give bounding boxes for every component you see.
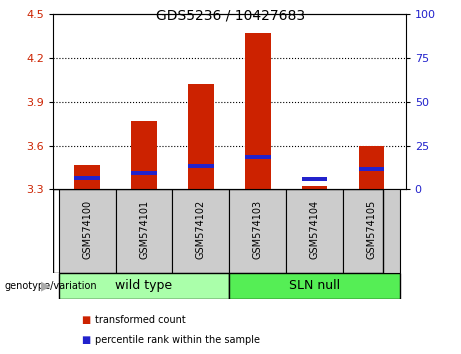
Bar — [230, 273, 400, 299]
Text: GSM574103: GSM574103 — [253, 200, 263, 259]
Bar — [172, 189, 230, 273]
Text: SLN null: SLN null — [289, 279, 340, 292]
Bar — [343, 189, 400, 273]
Text: ▶: ▶ — [41, 279, 51, 292]
Text: ■: ■ — [81, 335, 90, 345]
Bar — [59, 273, 230, 299]
Text: genotype/variation: genotype/variation — [5, 281, 97, 291]
Text: ■: ■ — [81, 315, 90, 325]
Bar — [230, 189, 286, 273]
Text: GSM574104: GSM574104 — [310, 200, 319, 259]
Text: percentile rank within the sample: percentile rank within the sample — [95, 335, 260, 345]
Text: transformed count: transformed count — [95, 315, 185, 325]
Bar — [302, 177, 327, 181]
Bar — [359, 145, 384, 189]
Bar — [188, 164, 214, 168]
Bar — [302, 187, 327, 189]
Bar — [286, 189, 343, 273]
Text: wild type: wild type — [115, 279, 172, 292]
Bar — [131, 121, 157, 189]
Bar — [59, 189, 116, 273]
Bar — [245, 155, 271, 159]
Bar — [131, 171, 157, 175]
Text: GSM574100: GSM574100 — [82, 200, 92, 259]
Bar — [116, 189, 172, 273]
Bar — [245, 33, 271, 189]
Bar — [359, 167, 384, 171]
Text: GSM574105: GSM574105 — [366, 200, 377, 259]
Text: GSM574101: GSM574101 — [139, 200, 149, 259]
Text: GSM574102: GSM574102 — [196, 200, 206, 259]
Bar — [188, 84, 214, 189]
Bar — [74, 165, 100, 189]
Text: GDS5236 / 10427683: GDS5236 / 10427683 — [156, 9, 305, 23]
Bar — [74, 176, 100, 179]
